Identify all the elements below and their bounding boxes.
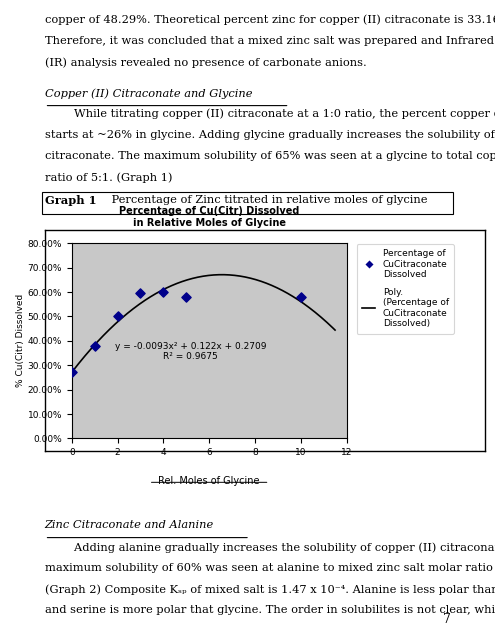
Y-axis label: % Cu(Citr) Dissolved: % Cu(Citr) Dissolved bbox=[16, 294, 25, 387]
Text: Percentage of Cu(Citr) Dissolved
in Relative Moles of Glycine: Percentage of Cu(Citr) Dissolved in Rela… bbox=[119, 206, 299, 228]
Text: Copper (II) Citraconate and Glycine: Copper (II) Citraconate and Glycine bbox=[45, 88, 252, 99]
Legend: Percentage of
CuCitraconate
Dissolved, Poly.
(Percentage of
CuCitraconate
Dissol: Percentage of CuCitraconate Dissolved, P… bbox=[356, 244, 454, 333]
Text: Therefore, it was concluded that a mixed zinc salt was prepared and Infrared Spe: Therefore, it was concluded that a mixed… bbox=[45, 36, 495, 46]
Text: While titrating copper (II) citraconate at a 1:0 ratio, the percent copper disso: While titrating copper (II) citraconate … bbox=[45, 109, 495, 120]
Text: (Graph 2) Composite Kₛₚ of mixed salt is 1.47 x 10⁻⁴. Alanine is less polar than: (Graph 2) Composite Kₛₚ of mixed salt is… bbox=[45, 584, 495, 595]
Text: ratio of 5:1. (Graph 1): ratio of 5:1. (Graph 1) bbox=[45, 172, 172, 183]
Text: y = -0.0093x² + 0.122x + 0.2709
R² = 0.9675: y = -0.0093x² + 0.122x + 0.2709 R² = 0.9… bbox=[115, 342, 267, 362]
Point bbox=[113, 311, 122, 321]
Text: copper of 48.29%. Theoretical percent zinc for copper (II) citraconate is 33.16%: copper of 48.29%. Theoretical percent zi… bbox=[45, 15, 495, 26]
Text: 7: 7 bbox=[443, 613, 450, 626]
Point bbox=[91, 340, 99, 351]
Text: starts at ~26% in glycine. Adding glycine gradually increases the solubility of : starts at ~26% in glycine. Adding glycin… bbox=[45, 130, 495, 141]
Text: Graph 1: Graph 1 bbox=[45, 195, 96, 206]
Text: Rel. Moles of Glycine: Rel. Moles of Glycine bbox=[158, 476, 260, 486]
Point bbox=[182, 292, 190, 303]
Text: Zinc Citraconate and Alanine: Zinc Citraconate and Alanine bbox=[45, 520, 214, 531]
Text: citraconate. The maximum solubility of 65% was seen at a glycine to total copper: citraconate. The maximum solubility of 6… bbox=[45, 151, 495, 161]
Text: maximum solubility of 60% was seen at alanine to mixed zinc salt molar ratio to : maximum solubility of 60% was seen at al… bbox=[45, 563, 495, 573]
Point bbox=[159, 287, 167, 297]
Point bbox=[297, 292, 305, 303]
Text: (IR) analysis revealed no presence of carbonate anions.: (IR) analysis revealed no presence of ca… bbox=[45, 57, 366, 68]
Point bbox=[137, 288, 145, 298]
Point bbox=[68, 367, 76, 378]
Text: Percentage of Zinc titrated in relative moles of glycine: Percentage of Zinc titrated in relative … bbox=[108, 195, 427, 205]
Text: Adding alanine gradually increases the solubility of copper (II) citraconate. Th: Adding alanine gradually increases the s… bbox=[45, 542, 495, 553]
Text: and serine is more polar that glycine. The order in solubilites is not clear, wh: and serine is more polar that glycine. T… bbox=[45, 605, 495, 616]
